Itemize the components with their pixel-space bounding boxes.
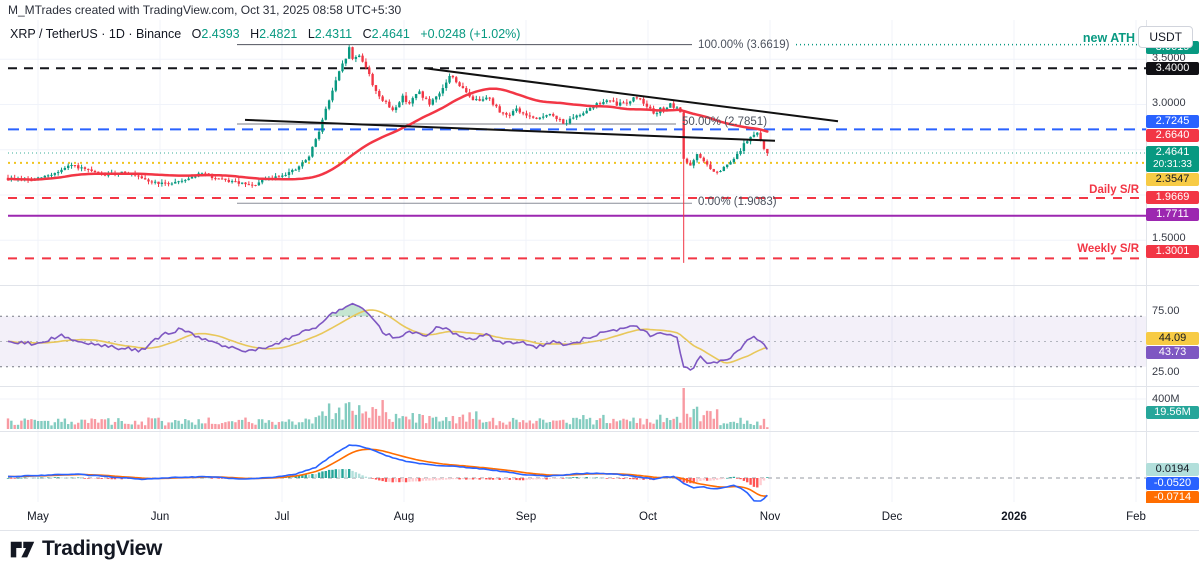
close-label: C xyxy=(362,27,372,41)
tradingview-logo-icon xyxy=(10,541,35,557)
time-axis-label: Nov xyxy=(759,511,781,523)
fib-100-label[interactable]: 100.00% (3.6619) xyxy=(698,39,790,51)
time-axis-label: Feb xyxy=(1126,511,1146,523)
open-label: O xyxy=(191,27,202,41)
open-value: 2.4393 xyxy=(201,27,240,41)
chart-plot-area[interactable] xyxy=(0,0,1199,530)
time-axis-label: 2026 xyxy=(1001,511,1027,523)
low-label: L xyxy=(307,27,315,41)
time-axis-label: Jun xyxy=(150,511,170,523)
time-axis-label: Dec xyxy=(881,511,903,523)
time-axis-label: Sep xyxy=(515,511,537,523)
currency-toggle-button[interactable]: USDT xyxy=(1138,26,1193,48)
symbol-legend[interactable]: XRP / TetherUS · 1D · Binance O2.4393 H2… xyxy=(10,27,520,41)
time-axis-label: Aug xyxy=(393,511,415,523)
time-axis-label: Oct xyxy=(639,511,657,523)
fib-0-label[interactable]: 0.00% (1.9083) xyxy=(698,196,777,208)
tradingview-logo-text: TradingView xyxy=(42,537,163,560)
new-ath-annotation: new ATH xyxy=(1082,31,1135,45)
attribution-text: M_MTrades created with TradingView.com, … xyxy=(8,3,402,17)
close-value: 2.4641 xyxy=(371,27,410,41)
time-axis-label: May xyxy=(27,511,49,523)
time-axis-label: Jul xyxy=(274,511,290,523)
daily-sr-label: Daily S/R xyxy=(1089,184,1139,196)
high-value: 2.4821 xyxy=(259,27,298,41)
time-axis[interactable]: May Jun Jul Aug Sep Oct Nov Dec 2026 Feb xyxy=(0,503,1199,531)
tradingview-attribution[interactable]: TradingView xyxy=(10,537,162,561)
low-value: 2.4311 xyxy=(314,27,353,41)
symbol-title: XRP / TetherUS · 1D · Binance xyxy=(10,27,182,41)
change-value: +0.0248 (+1.02%) xyxy=(420,27,521,41)
high-label: H xyxy=(250,27,260,41)
fib-50-label[interactable]: 50.00% (2.7851) xyxy=(682,116,768,128)
weekly-sr-label: Weekly S/R xyxy=(1077,243,1139,255)
